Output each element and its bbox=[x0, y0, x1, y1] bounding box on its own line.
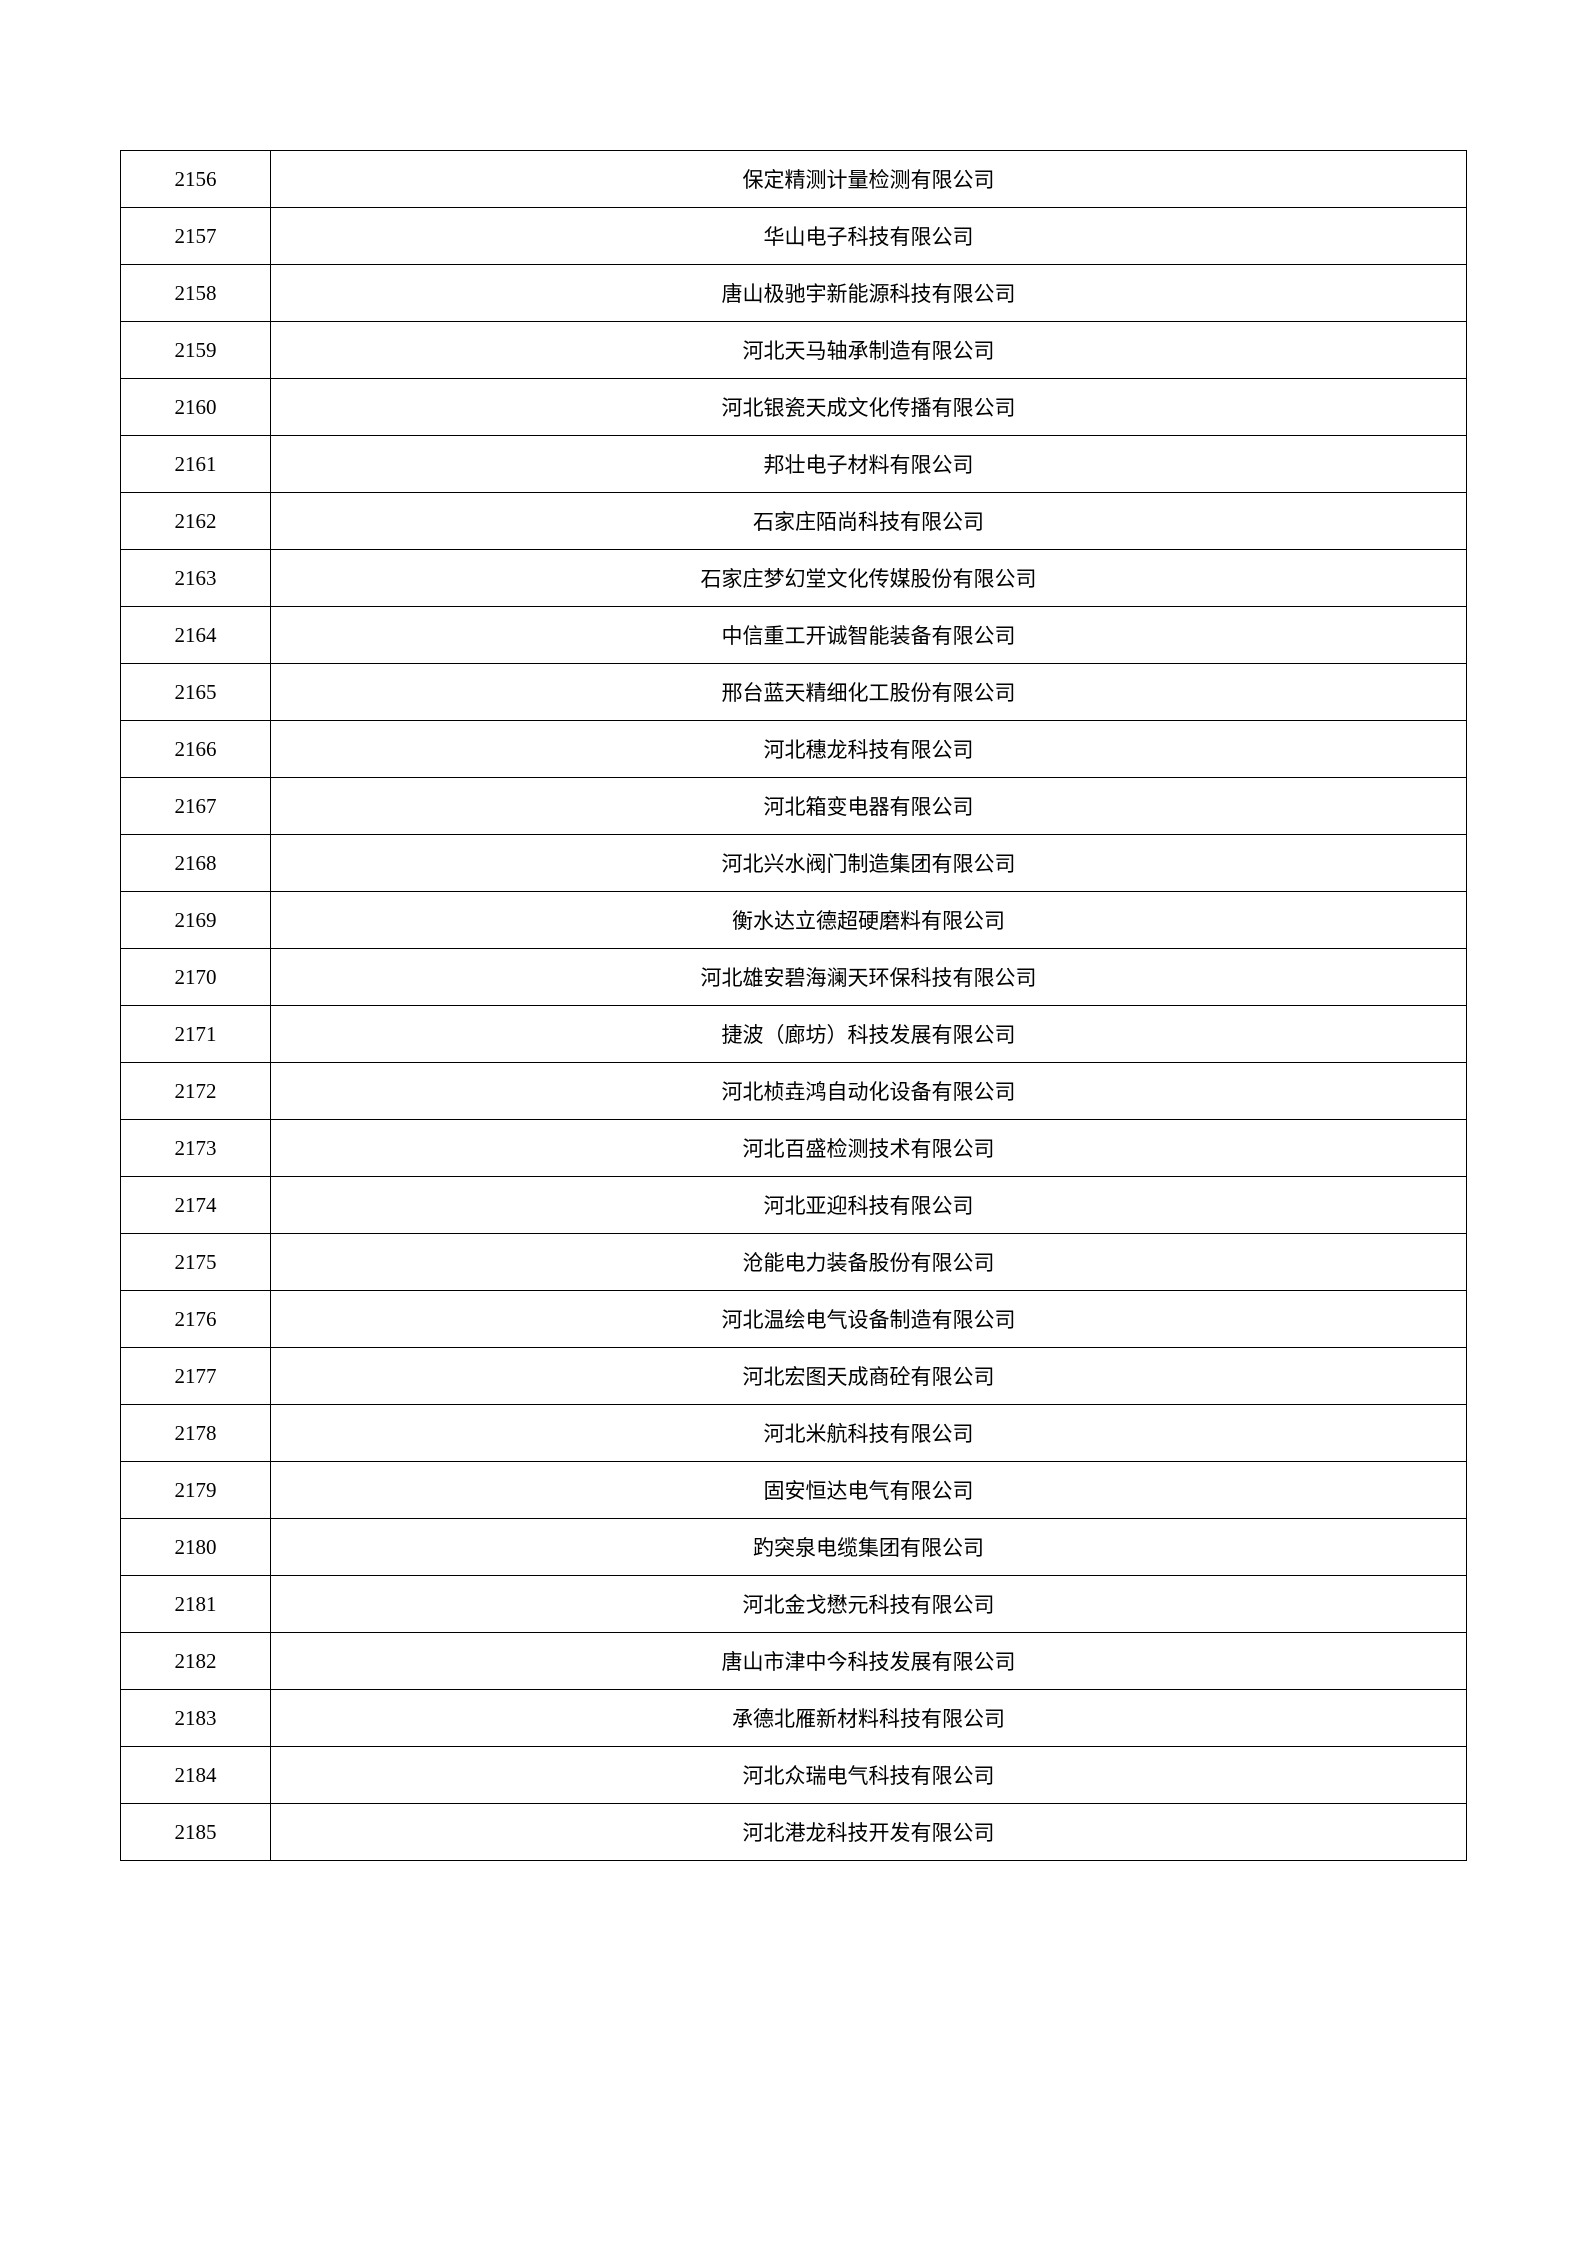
row-id: 2158 bbox=[121, 265, 271, 322]
row-company-name: 保定精测计量检测有限公司 bbox=[271, 151, 1467, 208]
row-id: 2161 bbox=[121, 436, 271, 493]
row-id: 2175 bbox=[121, 1234, 271, 1291]
table-row: 2184河北众瑞电气科技有限公司 bbox=[121, 1747, 1467, 1804]
row-company-name: 承德北雁新材料科技有限公司 bbox=[271, 1690, 1467, 1747]
row-id: 2185 bbox=[121, 1804, 271, 1861]
table-row: 2166河北穗龙科技有限公司 bbox=[121, 721, 1467, 778]
row-company-name: 邦壮电子材料有限公司 bbox=[271, 436, 1467, 493]
table-row: 2170河北雄安碧海澜天环保科技有限公司 bbox=[121, 949, 1467, 1006]
row-company-name: 河北百盛检测技术有限公司 bbox=[271, 1120, 1467, 1177]
row-company-name: 唐山市津中今科技发展有限公司 bbox=[271, 1633, 1467, 1690]
table-row: 2168河北兴水阀门制造集团有限公司 bbox=[121, 835, 1467, 892]
table-row: 2183承德北雁新材料科技有限公司 bbox=[121, 1690, 1467, 1747]
row-company-name: 唐山极驰宇新能源科技有限公司 bbox=[271, 265, 1467, 322]
row-company-name: 中信重工开诚智能装备有限公司 bbox=[271, 607, 1467, 664]
table-row: 2157华山电子科技有限公司 bbox=[121, 208, 1467, 265]
row-company-name: 河北桢垚鸿自动化设备有限公司 bbox=[271, 1063, 1467, 1120]
table-row: 2158唐山极驰宇新能源科技有限公司 bbox=[121, 265, 1467, 322]
row-company-name: 固安恒达电气有限公司 bbox=[271, 1462, 1467, 1519]
row-id: 2166 bbox=[121, 721, 271, 778]
row-company-name: 衡水达立德超硬磨料有限公司 bbox=[271, 892, 1467, 949]
table-row: 2161邦壮电子材料有限公司 bbox=[121, 436, 1467, 493]
table-row: 2162石家庄陌尚科技有限公司 bbox=[121, 493, 1467, 550]
row-id: 2174 bbox=[121, 1177, 271, 1234]
table-row: 2156保定精测计量检测有限公司 bbox=[121, 151, 1467, 208]
row-id: 2160 bbox=[121, 379, 271, 436]
row-company-name: 河北银瓷天成文化传播有限公司 bbox=[271, 379, 1467, 436]
row-company-name: 河北宏图天成商砼有限公司 bbox=[271, 1348, 1467, 1405]
table-row: 2181河北金戈懋元科技有限公司 bbox=[121, 1576, 1467, 1633]
table-row: 2177河北宏图天成商砼有限公司 bbox=[121, 1348, 1467, 1405]
table-row: 2172河北桢垚鸿自动化设备有限公司 bbox=[121, 1063, 1467, 1120]
table-row: 2171捷波（廊坊）科技发展有限公司 bbox=[121, 1006, 1467, 1063]
table-row: 2163石家庄梦幻堂文化传媒股份有限公司 bbox=[121, 550, 1467, 607]
row-company-name: 河北温绘电气设备制造有限公司 bbox=[271, 1291, 1467, 1348]
row-id: 2179 bbox=[121, 1462, 271, 1519]
row-company-name: 河北金戈懋元科技有限公司 bbox=[271, 1576, 1467, 1633]
row-company-name: 河北雄安碧海澜天环保科技有限公司 bbox=[271, 949, 1467, 1006]
row-company-name: 河北众瑞电气科技有限公司 bbox=[271, 1747, 1467, 1804]
table-body: 2156保定精测计量检测有限公司2157华山电子科技有限公司2158唐山极驰宇新… bbox=[121, 151, 1467, 1861]
row-company-name: 河北箱变电器有限公司 bbox=[271, 778, 1467, 835]
table-row: 2159河北天马轴承制造有限公司 bbox=[121, 322, 1467, 379]
row-id: 2176 bbox=[121, 1291, 271, 1348]
table-row: 2164中信重工开诚智能装备有限公司 bbox=[121, 607, 1467, 664]
row-company-name: 石家庄陌尚科技有限公司 bbox=[271, 493, 1467, 550]
row-id: 2157 bbox=[121, 208, 271, 265]
table-row: 2160河北银瓷天成文化传播有限公司 bbox=[121, 379, 1467, 436]
row-company-name: 趵突泉电缆集团有限公司 bbox=[271, 1519, 1467, 1576]
table-row: 2182唐山市津中今科技发展有限公司 bbox=[121, 1633, 1467, 1690]
row-id: 2172 bbox=[121, 1063, 271, 1120]
table-row: 2174河北亚迎科技有限公司 bbox=[121, 1177, 1467, 1234]
row-company-name: 河北米航科技有限公司 bbox=[271, 1405, 1467, 1462]
row-id: 2169 bbox=[121, 892, 271, 949]
table-row: 2185河北港龙科技开发有限公司 bbox=[121, 1804, 1467, 1861]
table-row: 2173河北百盛检测技术有限公司 bbox=[121, 1120, 1467, 1177]
row-id: 2170 bbox=[121, 949, 271, 1006]
row-company-name: 华山电子科技有限公司 bbox=[271, 208, 1467, 265]
table-row: 2169衡水达立德超硬磨料有限公司 bbox=[121, 892, 1467, 949]
table-row: 2178河北米航科技有限公司 bbox=[121, 1405, 1467, 1462]
company-table: 2156保定精测计量检测有限公司2157华山电子科技有限公司2158唐山极驰宇新… bbox=[120, 150, 1467, 1861]
table-row: 2165邢台蓝天精细化工股份有限公司 bbox=[121, 664, 1467, 721]
row-company-name: 河北穗龙科技有限公司 bbox=[271, 721, 1467, 778]
row-id: 2168 bbox=[121, 835, 271, 892]
table-row: 2175沧能电力装备股份有限公司 bbox=[121, 1234, 1467, 1291]
row-id: 2180 bbox=[121, 1519, 271, 1576]
row-id: 2171 bbox=[121, 1006, 271, 1063]
row-company-name: 河北天马轴承制造有限公司 bbox=[271, 322, 1467, 379]
row-id: 2178 bbox=[121, 1405, 271, 1462]
row-id: 2164 bbox=[121, 607, 271, 664]
row-company-name: 河北亚迎科技有限公司 bbox=[271, 1177, 1467, 1234]
row-company-name: 河北港龙科技开发有限公司 bbox=[271, 1804, 1467, 1861]
row-company-name: 捷波（廊坊）科技发展有限公司 bbox=[271, 1006, 1467, 1063]
row-id: 2183 bbox=[121, 1690, 271, 1747]
table-row: 2167河北箱变电器有限公司 bbox=[121, 778, 1467, 835]
row-company-name: 沧能电力装备股份有限公司 bbox=[271, 1234, 1467, 1291]
row-id: 2165 bbox=[121, 664, 271, 721]
row-id: 2184 bbox=[121, 1747, 271, 1804]
row-id: 2173 bbox=[121, 1120, 271, 1177]
row-id: 2177 bbox=[121, 1348, 271, 1405]
row-company-name: 河北兴水阀门制造集团有限公司 bbox=[271, 835, 1467, 892]
row-id: 2159 bbox=[121, 322, 271, 379]
row-id: 2162 bbox=[121, 493, 271, 550]
row-id: 2163 bbox=[121, 550, 271, 607]
row-id: 2181 bbox=[121, 1576, 271, 1633]
row-id: 2156 bbox=[121, 151, 271, 208]
table-row: 2180趵突泉电缆集团有限公司 bbox=[121, 1519, 1467, 1576]
row-id: 2182 bbox=[121, 1633, 271, 1690]
row-company-name: 石家庄梦幻堂文化传媒股份有限公司 bbox=[271, 550, 1467, 607]
row-id: 2167 bbox=[121, 778, 271, 835]
row-company-name: 邢台蓝天精细化工股份有限公司 bbox=[271, 664, 1467, 721]
table-row: 2179固安恒达电气有限公司 bbox=[121, 1462, 1467, 1519]
table-row: 2176河北温绘电气设备制造有限公司 bbox=[121, 1291, 1467, 1348]
